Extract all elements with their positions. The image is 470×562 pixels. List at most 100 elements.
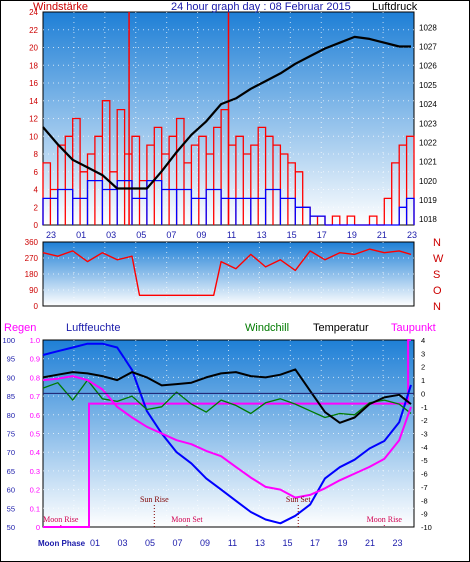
y-tick-label: 1021 — [419, 158, 437, 167]
y-tick-label: 18 — [29, 61, 38, 70]
dewpoint-legend-label: Taupunkt — [391, 322, 436, 334]
x-tick-label: 17 — [310, 538, 320, 548]
x-tick-label: 05 — [136, 230, 146, 240]
x-tick-label: 11 — [227, 230, 236, 240]
y-tick-label: 4 — [34, 186, 39, 195]
humidity-legend-label: Luftfeuchte — [66, 322, 120, 334]
y-tick-label: 1026 — [419, 62, 437, 71]
y-tick-label: 90 — [7, 373, 15, 382]
annotation-label: Moon Rise — [43, 515, 79, 524]
y-tick-label: 10 — [29, 132, 38, 141]
y-tick-label: -10 — [421, 523, 432, 532]
y-tick-label: 360 — [25, 238, 39, 247]
compass-label: N — [433, 237, 441, 249]
moon-phase-label: Moon Phase — [38, 539, 86, 548]
ticks-humidity-temperature: 50 55 60 65 70 75 80 85 90 95 100 0 0.1 0.2 0.3 0.4 0.5 0… — [2, 336, 431, 548]
y-tick-label: 0.7 — [30, 392, 40, 401]
temperature-legend-label: Temperatur — [313, 322, 369, 334]
y-tick-label: 22 — [29, 26, 38, 35]
series-wind-direction — [42, 248, 412, 296]
x-tick-label: 07 — [172, 538, 182, 548]
y-tick-label: 16 — [29, 79, 38, 88]
y-tick-label: 1 — [421, 376, 425, 385]
y-tick-label: -8 — [421, 496, 428, 505]
y-tick-label: 6 — [34, 168, 39, 177]
y-tick-label: 1018 — [419, 215, 437, 224]
y-tick-label: 0.8 — [30, 373, 40, 382]
y-tick-label: -6 — [421, 470, 428, 479]
y-tick-label: 0 — [36, 523, 40, 532]
x-tick-label: 21 — [365, 538, 375, 548]
series-wind-pressure — [42, 12, 415, 226]
x-tick-label: 23 — [407, 230, 417, 240]
y-tick-label: 180 — [25, 270, 39, 279]
x-tick-label: 15 — [282, 538, 292, 548]
x-tick-label: 19 — [337, 538, 347, 548]
compass-label: N — [433, 301, 441, 313]
x-tick-label: 23 — [392, 538, 402, 548]
y-tick-label: 12 — [29, 115, 38, 124]
y-tick-label: 0.6 — [30, 411, 40, 420]
y-tick-label: 100 — [2, 336, 15, 345]
y-tick-label: 0.3 — [30, 467, 40, 476]
y-tick-label: 90 — [29, 286, 38, 295]
y-tick-label: 85 — [7, 392, 15, 401]
annotation-label: Sun Set — [286, 495, 311, 504]
y-tick-label: 65 — [7, 467, 15, 476]
annotation-label: Sun Rise — [140, 495, 169, 504]
y-tick-label: 1020 — [419, 177, 437, 186]
y-tick-label: 1028 — [419, 23, 437, 32]
x-tick-label: 15 — [287, 230, 297, 240]
y-tick-label: 2 — [34, 203, 39, 212]
series-humidity-temperature — [42, 339, 414, 528]
sun-moon-annotations: Moon Rise Sun Rise Moon Set Sun Set Moon Ris… — [43, 495, 402, 527]
y-tick-label: 1.0 — [30, 336, 40, 345]
y-tick-label: 1022 — [419, 138, 437, 147]
y-tick-label: -1 — [421, 403, 428, 412]
y-tick-label: 75 — [7, 430, 15, 439]
chart-title: 24 hour graph day : 08 Februar 2015 — [171, 1, 351, 13]
windchill-legend-label: Windchill — [245, 322, 289, 334]
y-tick-label: 2 — [421, 363, 425, 372]
wind-speed-axis-label: Windstärke — [33, 1, 88, 13]
x-tick-label: 09 — [200, 538, 210, 548]
x-tick-label: 11 — [228, 538, 237, 548]
y-tick-label: 0 — [34, 221, 39, 230]
y-tick-label: 50 — [7, 523, 15, 532]
x-tick-label: 17 — [317, 230, 327, 240]
compass-label: O — [433, 285, 442, 297]
compass-label: S — [433, 269, 440, 281]
x-tick-label: 09 — [196, 230, 206, 240]
y-tick-label: 14 — [29, 97, 38, 106]
y-tick-label: -5 — [421, 456, 428, 465]
y-tick-label: -2 — [421, 416, 428, 425]
temperature-series — [42, 368, 412, 424]
y-tick-label: 80 — [7, 411, 15, 420]
y-tick-label: 1019 — [419, 196, 437, 205]
compass-label: W — [433, 253, 444, 265]
x-tick-label: 21 — [377, 230, 387, 240]
y-tick-label: 55 — [7, 504, 15, 513]
y-tick-label: 0 — [34, 302, 39, 311]
rain-legend-label: Regen — [4, 322, 36, 334]
y-tick-label: 1023 — [419, 119, 437, 128]
y-tick-label: 24 — [29, 8, 38, 17]
panel-humidity-temperature: Moon Rise Sun Rise Moon Set Sun Set Moon Ris… — [2, 322, 435, 548]
x-tick-label: 03 — [106, 230, 116, 240]
ticks-wind-pressure: 0246810121416182022241018101910201021102… — [29, 8, 437, 240]
y-tick-label: 70 — [7, 448, 15, 457]
y-tick-label: 1025 — [419, 81, 437, 90]
y-tick-label: 1027 — [419, 43, 437, 52]
dewpoint-series — [42, 375, 412, 499]
y-tick-label: 4 — [421, 336, 425, 345]
y-tick-label: 0.5 — [30, 430, 40, 439]
panel-wind-pressure: 0246810121416182022241018101910201021102… — [29, 1, 437, 240]
x-tick-label: 01 — [76, 230, 86, 240]
y-tick-label: 0.2 — [30, 486, 40, 495]
y-tick-label: 0.9 — [30, 355, 40, 364]
y-tick-label: 0 — [421, 389, 425, 398]
x-tick-label: 03 — [117, 538, 127, 548]
y-tick-label: 270 — [25, 254, 39, 263]
